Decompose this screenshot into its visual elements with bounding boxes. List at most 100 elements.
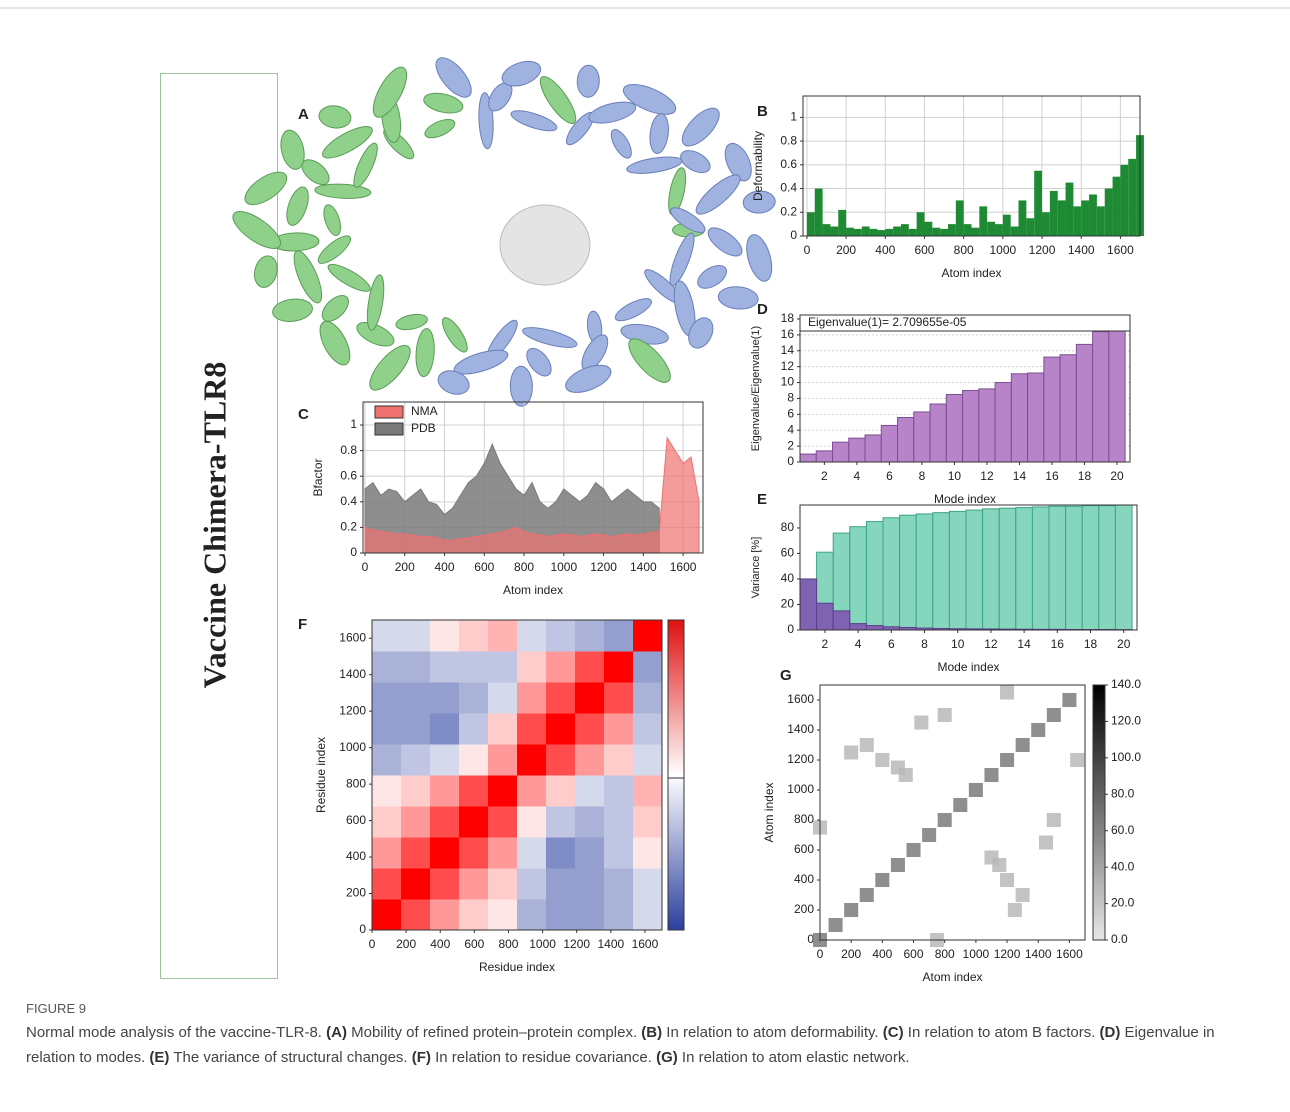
heatmap-cell	[372, 775, 402, 807]
bar	[915, 513, 934, 631]
heatmap-cell	[546, 682, 576, 714]
x-tick-label: 4	[854, 469, 861, 483]
colorbar-tick-label: 40.0	[1111, 859, 1135, 873]
protein-ribbon	[323, 204, 342, 236]
heatmap-cell	[430, 682, 460, 714]
heatmap-cell	[488, 620, 518, 652]
x-tick-label: 1600	[632, 937, 659, 951]
bar	[830, 226, 839, 236]
bar	[816, 602, 834, 631]
y-tick-label: 1000	[339, 740, 366, 754]
bar	[987, 221, 996, 236]
bar	[940, 228, 948, 236]
protein-ribbon	[622, 84, 677, 115]
bar	[1048, 505, 1067, 631]
protein-ribbon	[746, 234, 773, 282]
heatmap-cell	[575, 620, 605, 652]
heatmap-cell	[517, 868, 547, 900]
x-tick-label: 10	[948, 469, 962, 483]
heatmap-cell	[430, 713, 460, 745]
heatmap-cell	[372, 651, 402, 683]
x-tick-label: 14	[1017, 637, 1031, 651]
legend-label: PDB	[411, 421, 436, 435]
bar	[864, 434, 882, 463]
heatmap-cell	[372, 899, 402, 931]
panel-letter: C	[298, 406, 309, 423]
protein-ribbon	[742, 190, 776, 214]
colorbar-tick-label: 100.0	[1111, 750, 1141, 764]
x-axis-label: Atom index	[922, 970, 982, 984]
heatmap-cell	[459, 837, 489, 869]
y-tick-label: 80	[781, 520, 795, 534]
x-tick-label: 1600	[1107, 243, 1134, 257]
protein-ribbon	[372, 66, 408, 118]
heatmap-cell	[604, 775, 634, 807]
bar	[1027, 372, 1045, 463]
x-tick-label: 10	[951, 637, 965, 651]
y-tick-label: 0	[790, 228, 797, 242]
y-tick-label: 0.6	[780, 157, 797, 171]
heatmap-cell	[633, 713, 663, 745]
x-tick-label: 6	[888, 637, 895, 651]
x-tick-label: 16	[1051, 637, 1065, 651]
colorbar-tick-label: 80.0	[1111, 786, 1135, 800]
bar	[979, 206, 988, 236]
contact-point	[1046, 707, 1061, 723]
y-tick-label: 200	[794, 902, 814, 916]
x-tick-label: 16	[1045, 469, 1059, 483]
y-tick-label: 6	[787, 406, 794, 420]
protein-structure	[232, 57, 776, 407]
bar	[849, 623, 867, 631]
y-tick-label: 1200	[339, 703, 366, 717]
heatmap-cell	[401, 868, 431, 900]
bar	[799, 453, 817, 463]
protein-ribbon	[707, 227, 743, 257]
heatmap-cell	[604, 744, 634, 776]
heatmap-cell	[633, 775, 663, 807]
bar	[963, 224, 972, 236]
heatmap-cell	[488, 682, 518, 714]
contact-point	[968, 782, 983, 798]
caption-key: (F)	[411, 1049, 431, 1066]
x-axis-label: Atom index	[503, 583, 563, 597]
y-tick-label: 0.8	[340, 443, 357, 457]
bar	[1018, 200, 1027, 236]
bar	[1120, 164, 1129, 236]
x-tick-label: 6	[886, 469, 893, 483]
bar	[948, 510, 967, 631]
y-tick-label: 400	[346, 849, 366, 863]
protein-ribbon	[319, 320, 351, 366]
bar	[799, 578, 818, 631]
bar	[861, 226, 870, 236]
heatmap-cell	[459, 899, 489, 931]
y-axis-label: Bfactor	[311, 458, 325, 496]
protein-core	[499, 204, 591, 286]
x-tick-label: 800	[954, 243, 974, 257]
x-tick-label: 800	[935, 947, 955, 961]
x-tick-label: 600	[474, 560, 494, 574]
y-tick-label: 600	[346, 813, 366, 827]
x-tick-label: 200	[841, 947, 861, 961]
x-tick-label: 8	[919, 469, 926, 483]
bar	[994, 382, 1012, 463]
protein-ribbon	[232, 211, 281, 249]
caption-key: (D)	[1099, 1024, 1121, 1041]
y-tick-label: 4	[787, 422, 794, 436]
bar	[1010, 226, 1019, 236]
contact-point	[844, 902, 859, 918]
protein-ribbon	[614, 298, 652, 322]
side-label: Vaccine Chimera-TLR8	[196, 362, 232, 689]
heatmap-cell	[430, 651, 460, 683]
caption-text: The variance of structural changes.	[173, 1049, 408, 1066]
y-tick-label: 1	[350, 417, 357, 431]
heatmap-cell	[546, 899, 576, 931]
x-tick-label: 200	[836, 243, 856, 257]
bar	[1065, 182, 1074, 236]
y-tick-label: 0.2	[340, 520, 357, 534]
protein-ribbon	[369, 344, 411, 391]
heatmap-cell	[575, 651, 605, 683]
protein-ribbon	[628, 338, 671, 383]
heatmap-cell	[459, 775, 489, 807]
contact-point	[914, 715, 929, 730]
x-tick-label: 0	[804, 243, 811, 257]
